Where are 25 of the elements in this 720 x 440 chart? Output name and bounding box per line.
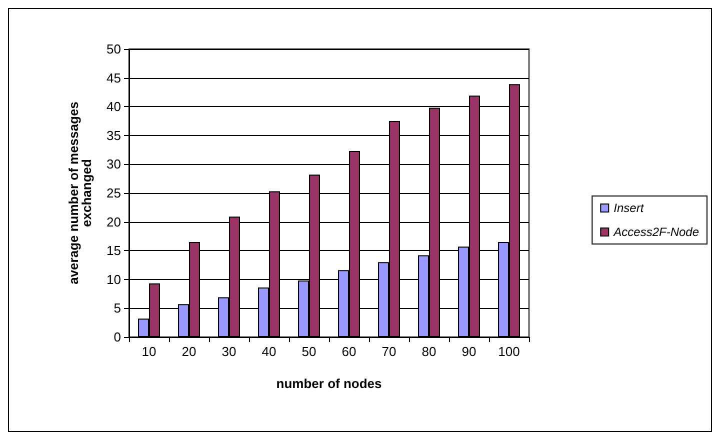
x-tick-label: 10 (142, 344, 156, 359)
x-tick-label: 50 (302, 344, 316, 359)
y-tick-label: 25 (106, 186, 121, 200)
y-tick-label: 50 (106, 42, 121, 56)
y-tick-label: 30 (106, 156, 121, 172)
y-tick-label: 40 (106, 99, 121, 114)
y-axis-title: average number of messages exchanged (66, 102, 94, 284)
y-tick-label: 5 (114, 300, 121, 316)
legend-label: Insert (614, 201, 644, 215)
y-tick-label: 45 (106, 70, 121, 86)
x-tick-label: 100 (498, 344, 520, 359)
x-tick-label: 90 (462, 344, 476, 359)
y-tick-label: 0 (114, 330, 121, 344)
x-axis-title: number of nodes (276, 376, 382, 391)
x-tick-label: 80 (422, 344, 436, 359)
x-tick-label: 60 (342, 344, 356, 359)
y-tick-label: 35 (106, 128, 121, 143)
legend-label: Access2F-Node (612, 225, 700, 239)
x-tick-label: 30 (222, 344, 236, 359)
y-tick-label: 20 (106, 214, 121, 230)
x-tick-label: 20 (182, 344, 196, 359)
y-tick-label: 15 (106, 243, 121, 258)
x-tick-label: 70 (382, 344, 396, 359)
y-tick-label: 10 (106, 272, 121, 287)
x-tick-label: 40 (262, 344, 276, 359)
